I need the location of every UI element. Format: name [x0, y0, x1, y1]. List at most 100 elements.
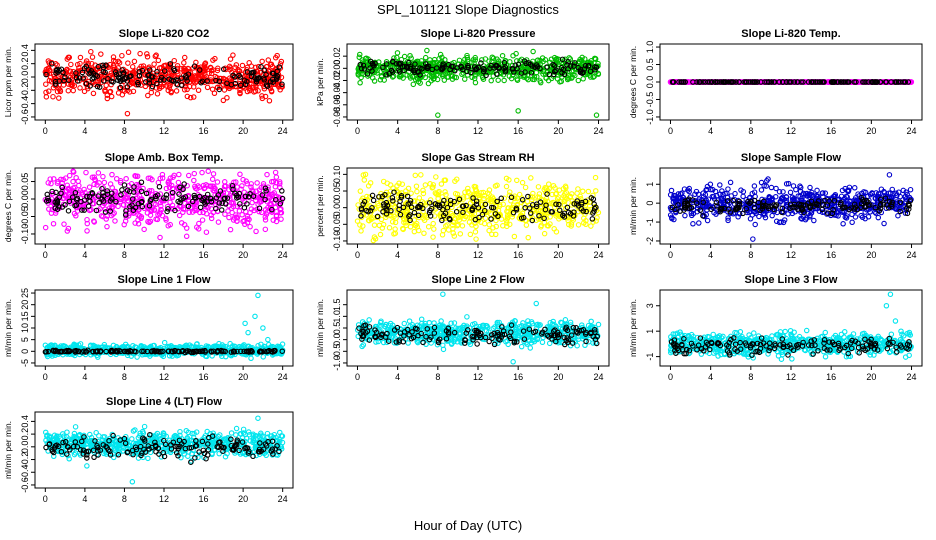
- data-point: [207, 183, 214, 190]
- data-point: [480, 66, 487, 72]
- data-point: [752, 221, 758, 228]
- data-point: [590, 74, 596, 80]
- data-point: [811, 217, 817, 224]
- data-point: [181, 222, 188, 228]
- data-point: [158, 84, 165, 90]
- data-point: [102, 206, 108, 212]
- data-point: [169, 77, 175, 84]
- data-point: [442, 223, 449, 229]
- data-point: [417, 72, 423, 78]
- data-point: [149, 207, 155, 213]
- data-point: [270, 79, 276, 85]
- y-tick-label: -0.04: [332, 82, 342, 103]
- data-point: [246, 60, 252, 66]
- data-point: [61, 221, 67, 227]
- data-point: [422, 182, 429, 188]
- x-tick-label: 16: [826, 126, 836, 136]
- data-point: [182, 206, 188, 212]
- data-point: [881, 220, 887, 227]
- data-point: [530, 48, 536, 55]
- x-tick-label: 24: [594, 250, 604, 260]
- x-tick-label: 24: [278, 372, 288, 382]
- data-point: [220, 66, 227, 72]
- data-point: [73, 70, 79, 76]
- data-point: [199, 217, 206, 223]
- data-point: [405, 185, 412, 192]
- y-tick-label: 0.02: [332, 47, 342, 65]
- data-point: [278, 58, 285, 65]
- data-point: [206, 70, 212, 77]
- data-point: [441, 64, 447, 71]
- data-point: [396, 73, 403, 80]
- data-point: [427, 57, 433, 63]
- data-point: [191, 194, 198, 201]
- data-point: [66, 172, 73, 179]
- x-tick-label: 0: [355, 250, 360, 260]
- panel-title: Slope Sample Flow: [741, 152, 842, 164]
- data-point: [540, 71, 546, 77]
- data-point: [202, 68, 208, 74]
- data-point: [717, 182, 723, 188]
- outlier-point: [525, 234, 531, 241]
- x-tick-label: 20: [553, 250, 563, 260]
- data-point: [504, 223, 510, 230]
- x-tick-label: 8: [122, 372, 127, 382]
- data-point: [125, 49, 132, 56]
- data-point: [498, 195, 505, 202]
- data-point: [768, 184, 775, 191]
- data-point: [234, 215, 241, 221]
- data-point: [237, 74, 243, 80]
- data-point: [119, 187, 125, 193]
- data-point: [468, 69, 474, 76]
- data-point: [580, 76, 586, 82]
- data-point: [238, 186, 244, 192]
- data-point: [125, 213, 132, 219]
- data-point: [247, 223, 253, 230]
- data-point: [90, 90, 97, 97]
- data-point: [81, 186, 87, 193]
- figure-title: SPL_101121 Slope Diagnostics: [377, 2, 559, 17]
- x-tick-label: 20: [238, 126, 248, 136]
- data-point: [765, 79, 772, 85]
- x-tick-label: 16: [513, 126, 523, 136]
- data-point: [762, 79, 768, 85]
- data-point: [396, 67, 402, 73]
- data-point: [198, 72, 205, 78]
- data-point: [223, 201, 229, 207]
- data-point: [810, 79, 817, 85]
- data-point: [83, 58, 90, 64]
- data-point: [182, 194, 189, 200]
- data-point: [58, 190, 64, 197]
- data-point: [575, 186, 581, 192]
- data-point: [535, 184, 542, 190]
- data-point: [213, 77, 219, 84]
- data-point: [145, 72, 151, 79]
- y-tick-label: 0.00: [20, 190, 30, 208]
- data-point: [59, 184, 65, 191]
- data-point: [237, 171, 243, 178]
- data-point: [230, 200, 236, 207]
- data-point: [472, 73, 478, 79]
- series-overlay: [43, 61, 285, 93]
- data-point: [276, 179, 283, 185]
- data-point: [148, 89, 155, 96]
- data-point: [153, 216, 159, 222]
- data-point: [165, 87, 171, 94]
- panel-4: Slope Amb. Box Temp.0 4 8 12 16 20 24-0.10-0.0…: [3, 152, 294, 260]
- data-point: [478, 60, 484, 66]
- y-tick-label: 25: [20, 288, 30, 298]
- data-point: [70, 168, 76, 174]
- data-point: [212, 55, 218, 62]
- data-point: [851, 79, 858, 85]
- data-point: [70, 87, 76, 94]
- data-point: [235, 194, 242, 200]
- data-point: [263, 71, 269, 78]
- x-tick-label: 24: [907, 250, 917, 260]
- data-point: [410, 81, 417, 88]
- x-tick-label: 24: [278, 250, 288, 260]
- data-point: [60, 69, 66, 76]
- data-point: [545, 181, 552, 187]
- data-point: [77, 85, 83, 91]
- panel-title: Slope Line 1 Flow: [118, 274, 211, 286]
